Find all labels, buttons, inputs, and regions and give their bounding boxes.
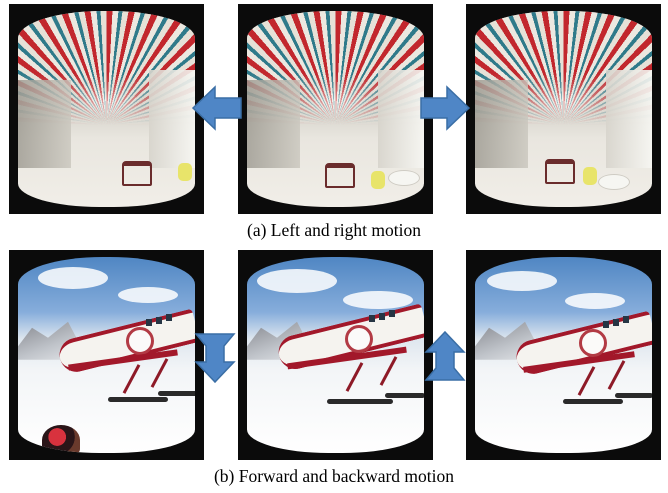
corridor-image <box>18 11 195 207</box>
row-b-center-panel <box>238 250 433 460</box>
corridor-image <box>475 11 652 207</box>
arrow-left-icon <box>191 85 242 131</box>
row-b-right-panel <box>466 250 661 460</box>
caption-b: (b) Forward and backward motion <box>213 466 455 486</box>
corridor-image <box>247 11 424 207</box>
arrow-down-icon <box>194 333 236 384</box>
row-a-right-panel <box>466 4 661 214</box>
airplane-snow-image <box>18 257 195 453</box>
row-b-left-panel <box>9 250 204 460</box>
arrow-right-icon <box>420 85 471 131</box>
row-a-center-panel <box>238 4 433 214</box>
row-a-left-panel <box>9 4 204 214</box>
airplane-snow-image <box>475 257 652 453</box>
caption-a: (a) Left and right motion <box>247 220 421 240</box>
arrow-up-icon <box>424 330 466 381</box>
airplane-snow-image <box>247 257 424 453</box>
